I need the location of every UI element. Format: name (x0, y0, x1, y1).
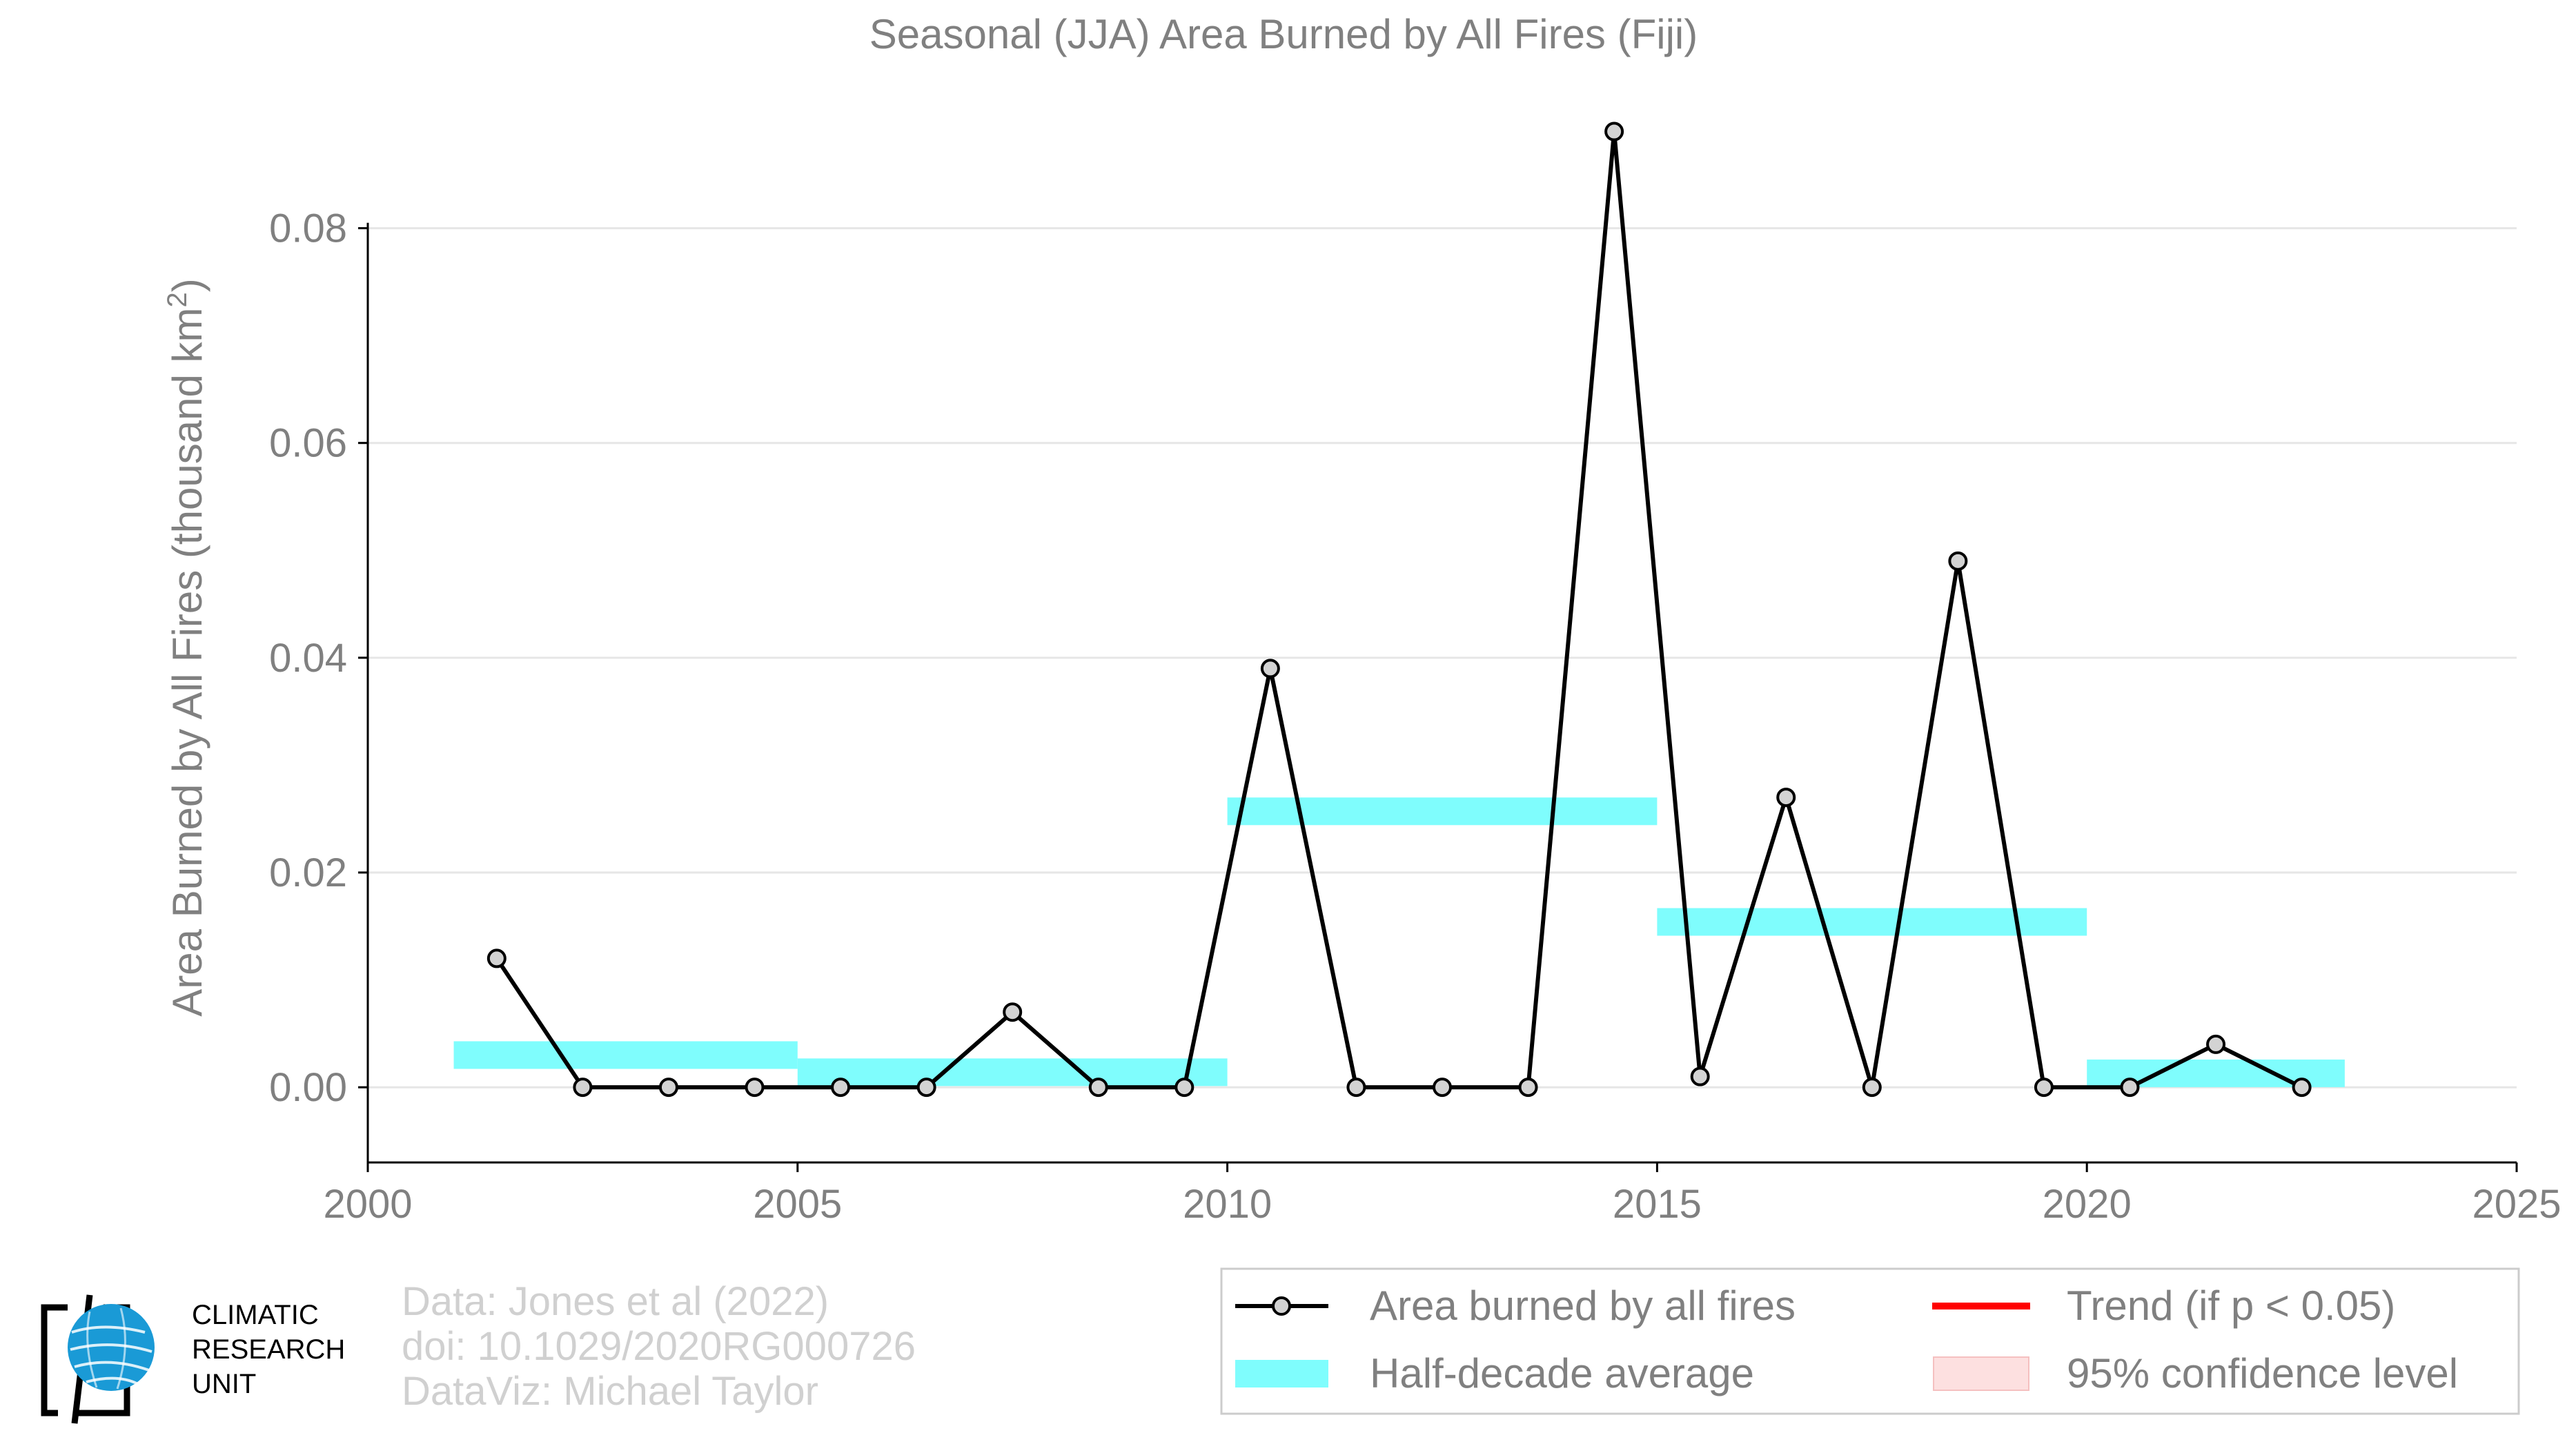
logo-text-line2: RESEARCH (192, 1334, 345, 1365)
credit-data: Data: Jones et al (2022) (402, 1279, 829, 1324)
logo-text-line1: CLIMATIC (192, 1300, 319, 1330)
data-point (1174, 1078, 1194, 1098)
legend-half-decade-swatch-icon (1235, 1360, 1328, 1387)
series-area-burned (495, 129, 2303, 1090)
legend-label-confidence: 95% confidence level (2067, 1350, 2458, 1396)
legend-confidence-swatch-icon (1933, 1356, 2029, 1391)
data-point (1604, 121, 1624, 142)
data-point (486, 948, 507, 968)
y-tick-label: 0.08 (269, 206, 347, 251)
half-decade-band (1657, 908, 2087, 936)
credits: Data: Jones et al (2022) doi: 10.1029/20… (402, 1279, 916, 1414)
data-point (1260, 659, 1280, 679)
data-point (916, 1078, 936, 1098)
x-tick-label: 2010 (1183, 1182, 1272, 1227)
data-point (2120, 1078, 2140, 1098)
data-point (1776, 788, 1796, 808)
y-tick-label: 0.04 (269, 636, 347, 681)
data-point (1948, 551, 1968, 571)
legend-label-area-burned: Area burned by all fires (1370, 1283, 1796, 1329)
y-axis-label-text: Area Burned by All Fires (thousand km (164, 308, 210, 1017)
half-decade-band (1227, 797, 1658, 826)
x-tick-label: 2000 (323, 1182, 412, 1227)
data-point (1088, 1078, 1108, 1098)
y-axis-label-superscript: 2 (162, 292, 193, 307)
data-point (1862, 1078, 1882, 1098)
data-point (1518, 1078, 1538, 1098)
chart-title: Seasonal (JJA) Area Burned by All Fires … (869, 11, 1698, 57)
x-tick-label: 2015 (1613, 1182, 1702, 1227)
data-point (1433, 1078, 1452, 1098)
y-tick-label: 0.06 (269, 421, 347, 466)
legend-label-half-decade: Half-decade average (1370, 1350, 1754, 1396)
series-points (486, 121, 2312, 1098)
y-axis-label: Area Burned by All Fires (thousand km2) (162, 278, 210, 1016)
data-point (1346, 1078, 1366, 1098)
data-point (745, 1078, 765, 1098)
data-point (658, 1078, 678, 1098)
y-tick-label: 0.00 (269, 1065, 347, 1110)
legend: Area burned by all fires Trend (if p < 0… (1220, 1267, 2520, 1415)
logo-text-line3: UNIT (192, 1369, 256, 1399)
credit-dataviz: DataViz: Michael Taylor (402, 1369, 818, 1414)
grid-lines (360, 227, 2517, 1089)
data-point (831, 1078, 851, 1098)
credit-doi: doi: 10.1029/2020RG000726 (402, 1324, 916, 1369)
data-point (573, 1078, 593, 1098)
data-point (2292, 1078, 2312, 1098)
x-tick-label: 2005 (753, 1182, 842, 1227)
series-line (495, 129, 2303, 1090)
half-decade-bands (453, 797, 2345, 1087)
y-axis-label-close: ) (164, 278, 210, 292)
legend-label-trend: Trend (if p < 0.05) (2067, 1283, 2395, 1329)
data-point (1690, 1067, 1710, 1087)
globe-icon (68, 1304, 155, 1391)
y-tick-label: 0.02 (269, 850, 347, 895)
data-point (2034, 1078, 2054, 1098)
legend-box (1220, 1267, 2520, 1415)
tick-labels: 0.00 0.02 0.04 0.06 0.08 2000 2005 2010 2015 2020… (269, 206, 2561, 1227)
x-tick-label: 2025 (2472, 1182, 2561, 1227)
axes (358, 222, 2518, 1172)
cru-logo: CLIMATIC RESEARCH UNIT (41, 1294, 345, 1424)
x-tick-label: 2020 (2043, 1182, 2132, 1227)
half-decade-band (797, 1058, 1228, 1087)
legend-marker-icon (1272, 1296, 1291, 1316)
half-decade-band (453, 1041, 798, 1069)
data-point (2206, 1034, 2226, 1054)
data-point (1003, 1002, 1023, 1022)
